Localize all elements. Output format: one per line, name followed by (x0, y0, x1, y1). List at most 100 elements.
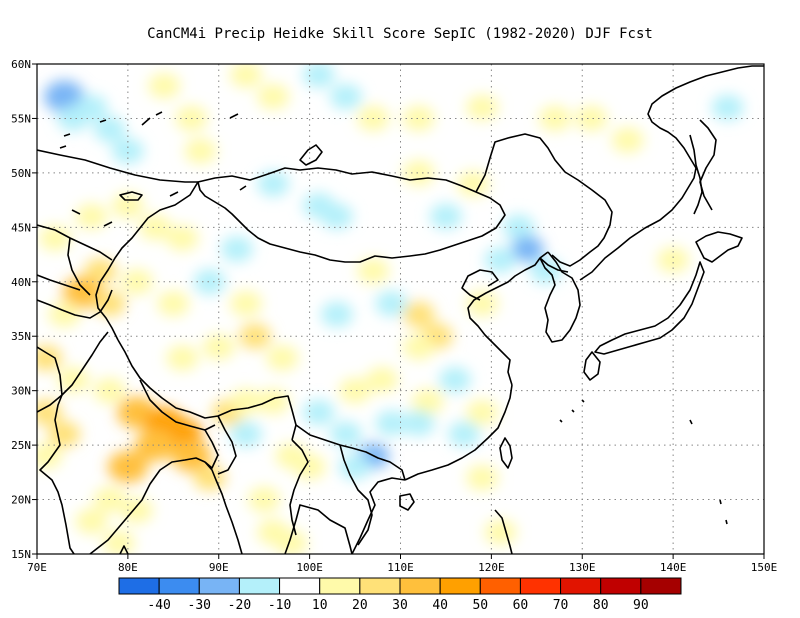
coastlines (37, 65, 764, 554)
colorbar-label: -40 (147, 598, 170, 613)
field-cell (266, 345, 299, 371)
colorbar-swatch (198, 577, 240, 595)
colorbar-swatch (439, 577, 481, 595)
field-cell (102, 530, 135, 554)
lon-tick-label: 90E (209, 561, 229, 574)
field-cell (44, 80, 85, 113)
coastline-korea (539, 251, 581, 343)
field-cell (111, 192, 144, 219)
field-cell (339, 454, 372, 480)
border-kazakhstan-russia (37, 149, 198, 183)
border-pakistan-afghanistan (37, 289, 113, 319)
field-cell (239, 323, 272, 350)
colorbar-label: 10 (312, 598, 328, 613)
lake-baikal (299, 144, 323, 166)
colorbar-label: -20 (228, 598, 251, 613)
field-cell (375, 410, 408, 437)
field-cell (466, 94, 499, 121)
field-cell (171, 440, 212, 472)
colorbar-swatch (279, 577, 321, 595)
colorbar-swatch (640, 577, 682, 595)
coastline-okhotsk (699, 119, 717, 211)
field-cell (139, 214, 172, 241)
field-cell (484, 247, 517, 273)
field-cell (502, 214, 535, 241)
field-cell (339, 377, 372, 404)
field-cell (184, 138, 217, 164)
field-cell (57, 105, 90, 132)
border-korea (539, 257, 569, 273)
lake-balkhash (119, 191, 143, 201)
border-china-west (95, 181, 199, 341)
lat-tick-label: 40N (11, 276, 31, 289)
coastline-kyushu (583, 351, 601, 381)
lat-tick-label: 50N (11, 167, 31, 180)
field-cell (257, 83, 290, 110)
colorbar-label: -30 (188, 598, 211, 613)
field-cell (402, 160, 435, 186)
colorbar-swatch (519, 577, 562, 595)
coastline-hokkaido (695, 231, 743, 263)
lat-tick-label: 15N (11, 548, 31, 561)
lon-tick-label: 80E (118, 561, 138, 574)
colorbar-swatch (238, 577, 281, 595)
field-cell (302, 399, 335, 426)
field-cell (84, 258, 117, 284)
field-cell (302, 192, 335, 219)
coastline-vietnam (351, 477, 406, 554)
lat-tick-label: 35N (11, 330, 31, 343)
field-cell (484, 519, 517, 546)
field-cell (402, 105, 435, 132)
coastline-honshu (594, 261, 705, 355)
border-central-asia (37, 224, 113, 296)
lat-tick-label: 60N (11, 58, 31, 71)
coastline-luzon (494, 509, 513, 554)
colorbar-label: 70 (553, 598, 569, 613)
border-bangladesh (204, 415, 237, 475)
field-cell (411, 388, 444, 415)
colorbar-swatch (399, 577, 441, 595)
field-cell (529, 258, 562, 284)
field-cell (75, 203, 108, 230)
field-cell (193, 464, 226, 491)
field-cell (230, 388, 263, 415)
lat-tick-label: 20N (11, 494, 31, 507)
field-cell (57, 366, 90, 393)
colorbar-swatch (319, 577, 361, 595)
country-borders (37, 111, 613, 546)
field-cell (230, 64, 263, 88)
coastline-east-china (467, 251, 549, 386)
colorbar-label: 60 (513, 598, 529, 613)
lat-tick-label: 45N (11, 221, 31, 234)
lake-small-west (59, 111, 247, 227)
lon-tick-label: 100E (296, 561, 323, 574)
field-cell (575, 105, 608, 132)
colorbar-swatch (118, 577, 160, 595)
field-cell (466, 399, 499, 426)
lon-tick-label: 140E (660, 561, 687, 574)
lon-tick-label: 130E (569, 561, 596, 574)
field-cell (466, 464, 499, 491)
lon-tick-label: 150E (751, 561, 778, 574)
coastline-sri-lanka (119, 545, 129, 554)
field-cell (220, 236, 253, 262)
colorbar-swatch (600, 577, 642, 595)
field-cell (120, 497, 153, 524)
field-cell (375, 290, 408, 317)
coastline-hainan (399, 493, 415, 511)
field-cell (711, 94, 744, 121)
coastline-mainland (37, 346, 75, 554)
field-cell (62, 276, 103, 309)
colorbar-label: 90 (633, 598, 649, 613)
colorbar-label: -10 (268, 598, 291, 613)
chart-title: CanCM4i Precip Heidke Skill Score SepIC … (147, 26, 653, 42)
field-cell (457, 170, 490, 197)
field-cell (75, 508, 108, 535)
colorbar-label: 40 (432, 598, 448, 613)
colorbar-swatch (158, 577, 200, 595)
field-cell (320, 301, 353, 328)
field-cell (329, 83, 362, 110)
field-cell (329, 421, 362, 448)
field-cell (275, 530, 308, 554)
coastline-sakhalin (689, 134, 703, 215)
